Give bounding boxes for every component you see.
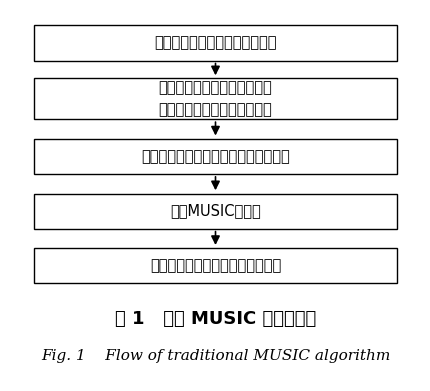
- Text: 对协方差矩阵进行特征值分解: 对协方差矩阵进行特征值分解: [158, 80, 272, 95]
- Bar: [34, 139, 396, 174]
- Text: Fig. 1    Flow of traditional MUSIC algorithm: Fig. 1 Flow of traditional MUSIC algorit…: [41, 349, 389, 363]
- Text: 信号数据采样，计算协方差矩阵: 信号数据采样，计算协方差矩阵: [154, 36, 276, 50]
- Bar: [34, 194, 396, 229]
- Bar: [34, 25, 396, 61]
- Text: 计算MUSIC空间谱: 计算MUSIC空间谱: [170, 204, 260, 219]
- Text: 利用最小特征值的重数估计信号源个数: 利用最小特征值的重数估计信号源个数: [141, 149, 289, 164]
- Bar: [34, 78, 396, 119]
- Text: 进行谱峰搜索，估计信号波达方向: 进行谱峰搜索，估计信号波达方向: [150, 258, 280, 273]
- Text: 图 1   经典 MUSIC 算法流程图: 图 1 经典 MUSIC 算法流程图: [115, 310, 315, 328]
- Text: 得到信号子空间和噪声子空间: 得到信号子空间和噪声子空间: [158, 102, 272, 117]
- Bar: [34, 248, 396, 283]
